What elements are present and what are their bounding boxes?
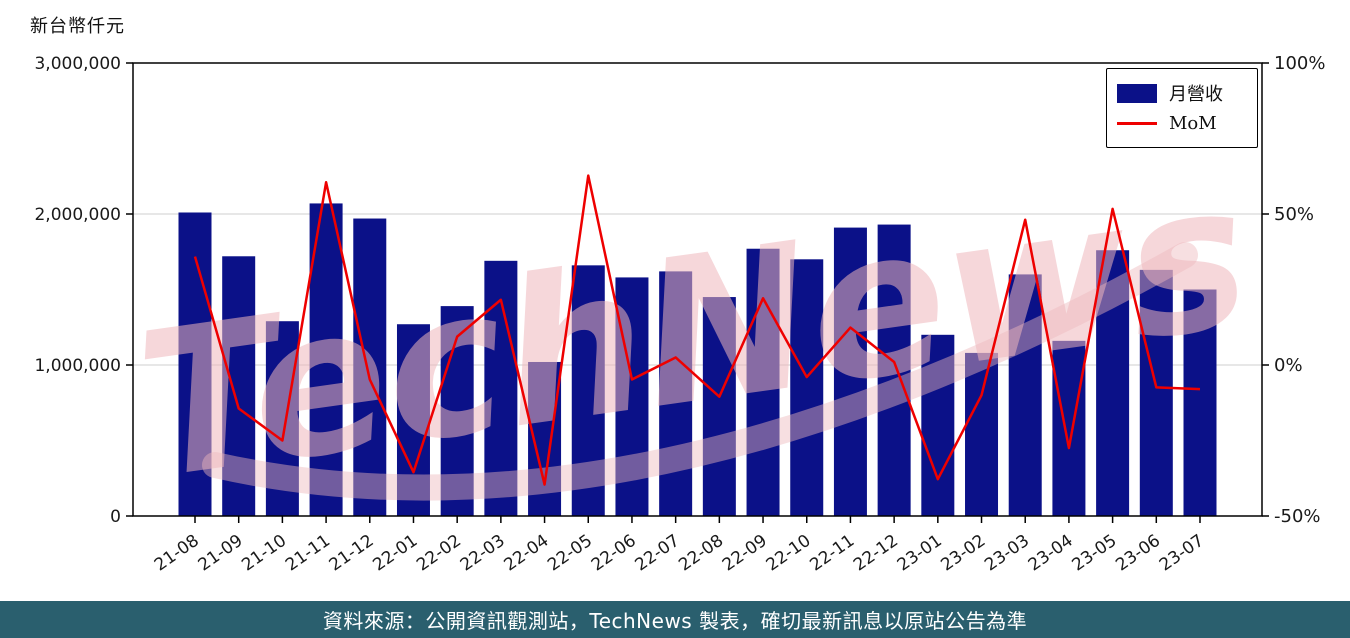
mom-line-swatch [1117, 121, 1157, 125]
mom-line [193, 174, 1201, 486]
revenue-bar [440, 306, 474, 516]
x-axis-tick-label: 22-09 [719, 531, 771, 576]
x-axis-tick-label: 22-07 [632, 531, 684, 576]
revenue-bar [571, 265, 605, 516]
revenue-bar [921, 334, 955, 516]
revenue-bar [353, 218, 387, 516]
revenue-bar-swatch [1117, 83, 1157, 103]
revenue-bar [615, 277, 649, 516]
x-axis-tick-label: 21-11 [282, 531, 334, 576]
legend-item-mom: MoM [1117, 108, 1247, 138]
x-axis-tick-label: 22-08 [675, 531, 727, 576]
plot-border [132, 62, 1263, 517]
x-axis-tick-label: 22-05 [544, 531, 596, 576]
left-axis-tick-label: 2,000,000 [34, 205, 121, 225]
x-axis-tick-label: 22-02 [413, 531, 465, 576]
right-axis-tick-label: -50% [1274, 506, 1321, 527]
revenue-bar [746, 248, 780, 517]
x-axis-tick-label: 23-05 [1069, 531, 1121, 576]
revenue-bar [1183, 289, 1217, 516]
x-axis-tick-label: 22-01 [369, 531, 421, 576]
revenue-bar [965, 352, 999, 516]
revenue-bar [309, 203, 343, 516]
footer-source-text: 資料來源：公開資訊觀測站，TechNews 製表，確切最新訊息以原站公告為準 [322, 609, 1028, 633]
x-axis-tick-label: 21-12 [326, 531, 378, 576]
left-axis-tick-label: 1,000,000 [34, 356, 121, 376]
right-axis-tick-label: 0% [1274, 355, 1303, 376]
x-axis-tick-label: 23-03 [981, 531, 1033, 576]
revenue-bar [265, 321, 299, 516]
revenue-bar [1139, 269, 1173, 516]
legend-item-revenue: 月營收 [1117, 78, 1247, 108]
chart-svg: TechNews01,000,0002,000,0003,000,000-50%… [34, 53, 1325, 576]
y-axis-unit-label: 新台幣仟元 [30, 16, 125, 37]
revenue-bar [702, 297, 736, 516]
revenue-bar [1008, 274, 1042, 516]
right-axis-tick-label: 50% [1274, 204, 1314, 225]
revenue-bar [790, 259, 824, 516]
revenue-bars-group [178, 203, 1217, 517]
x-axis-tick-label: 23-01 [894, 531, 946, 576]
x-axis-tick-label: 22-06 [588, 531, 640, 576]
revenue-bar [178, 212, 212, 517]
revenue-bar [659, 271, 693, 516]
x-axis-tick-label: 23-02 [937, 531, 989, 576]
right-axis-tick-label: 100% [1274, 53, 1325, 74]
x-axis-tick-label: 23-04 [1025, 531, 1077, 576]
x-axis-tick-label: 22-11 [806, 531, 858, 576]
x-axis-tick-label: 22-12 [850, 531, 902, 576]
legend-label-revenue: 月營收 [1169, 84, 1223, 105]
x-axis-tick-label: 23-06 [1112, 531, 1164, 576]
watermark-swoosh [202, 242, 1198, 501]
x-axis-tick-label: 21-09 [195, 531, 247, 576]
legend-label-mom: MoM [1169, 112, 1217, 134]
revenue-bar [1052, 340, 1086, 516]
revenue-bar [877, 224, 911, 516]
footer-bar: 資料來源：公開資訊觀測站，TechNews 製表，確切最新訊息以原站公告為準 [0, 601, 1350, 638]
revenue-mom-chart: TechNews 0 1,000,000 2,000,000 3,000,000 -50%… [34, 53, 1325, 576]
revenue-bar [1096, 250, 1130, 517]
x-axis-tick-label: 21-08 [151, 531, 203, 576]
revenue-bar [396, 324, 430, 516]
revenue-bar [222, 256, 256, 516]
left-axis-tick-label: 3,000,000 [34, 54, 121, 74]
x-axis-tick-label: 22-10 [763, 531, 815, 576]
x-axis-tick-label: 21-10 [238, 531, 290, 576]
chart-legend: 月營收 MoM [1106, 68, 1258, 148]
x-axis-tick-label: 23-07 [1156, 531, 1208, 576]
x-axis-tick-label: 22-03 [457, 531, 509, 576]
revenue-bar [833, 227, 867, 516]
left-axis-tick-label: 0 [110, 507, 121, 527]
x-axis-tick-label: 22-04 [500, 531, 552, 576]
